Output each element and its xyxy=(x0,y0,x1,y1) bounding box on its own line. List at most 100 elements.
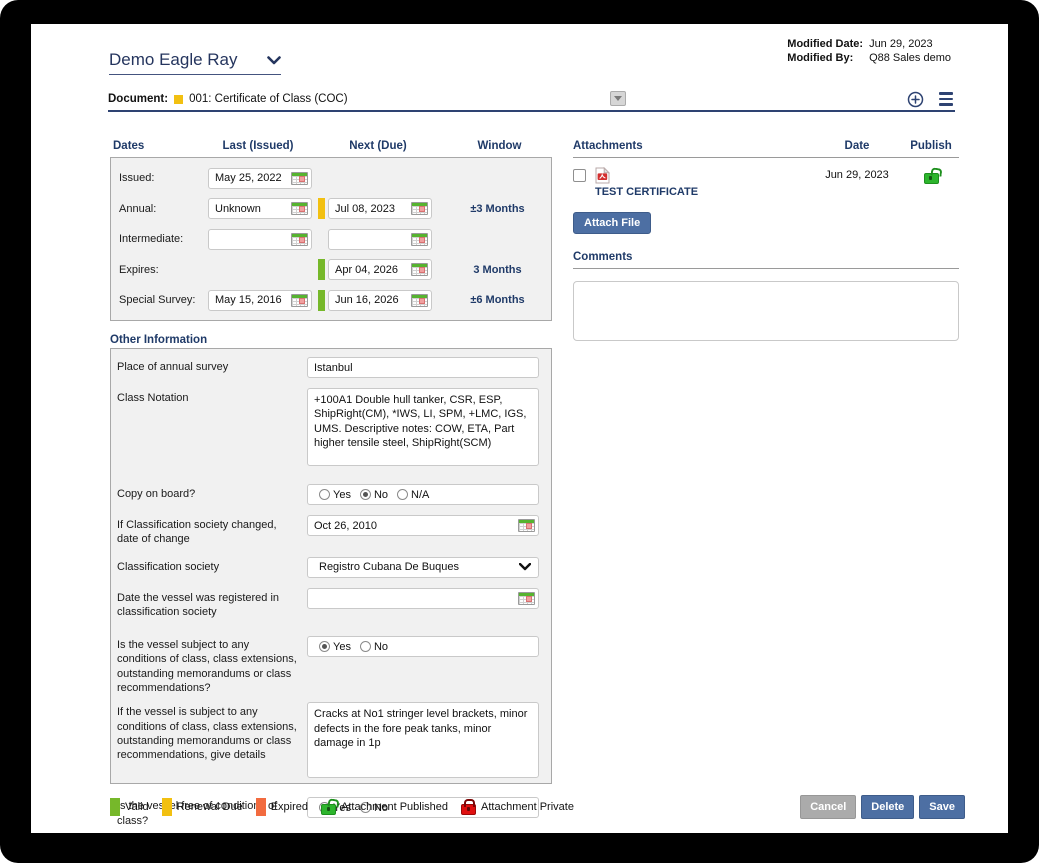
radio-icon[interactable] xyxy=(359,802,371,814)
save-button[interactable]: Save xyxy=(919,795,965,819)
attachment-date-header: Date xyxy=(844,140,870,152)
other-information-header: Other Information xyxy=(110,334,208,346)
date-row-intermediate: Intermediate: xyxy=(115,226,547,252)
calendar-icon[interactable] xyxy=(291,293,308,307)
attachment-link[interactable]: TEST CERTIFICATE xyxy=(595,186,699,198)
annual-window: ±3 Months xyxy=(470,202,525,215)
vessel-name: Demo Eagle Ray xyxy=(109,50,238,69)
calendar-icon[interactable] xyxy=(411,293,428,307)
add-document-icon[interactable] xyxy=(907,91,924,108)
attachment-publish-header: Publish xyxy=(910,140,952,152)
pdf-file-icon[interactable] xyxy=(595,166,811,184)
society-change-date-label: If Classification society changed, date … xyxy=(117,519,277,546)
calendar-icon[interactable] xyxy=(411,202,428,215)
special-survey-next-date-field[interactable]: Jun 16, 2026 xyxy=(328,289,432,311)
radio-icon[interactable] xyxy=(319,489,330,500)
subject-option-no[interactable]: No xyxy=(359,641,388,653)
valid-status-icon xyxy=(110,798,120,816)
legend-renewal-due: Renewal Due xyxy=(161,798,243,816)
expired-status-icon xyxy=(255,798,266,816)
dates-section: Issued: May 25, 2022 Annual: Unknown Jul… xyxy=(110,157,552,321)
classification-society-label: Classification society xyxy=(117,560,220,573)
modified-date-label: Modified Date: xyxy=(787,38,864,50)
radio-icon[interactable] xyxy=(359,641,371,653)
attachment-date: Jun 29, 2023 xyxy=(825,169,889,181)
legend-attachment-published: Attachment Published xyxy=(321,800,448,815)
attachment-checkbox[interactable] xyxy=(573,168,586,182)
calendar-icon[interactable] xyxy=(291,232,308,246)
expires-next-date-field[interactable]: Apr 04, 2026 xyxy=(328,259,432,280)
document-bar: Document: 001: Certificate of Class (COC… xyxy=(108,88,955,112)
legend-valid: Valid xyxy=(110,798,149,816)
special-survey-window: ±6 Months xyxy=(470,294,525,306)
calendar-icon[interactable] xyxy=(518,591,535,605)
society-change-date-field[interactable]: Oct 26, 2010 xyxy=(307,515,539,536)
intermediate-last-date-field[interactable] xyxy=(208,228,312,250)
radio-selected-icon[interactable] xyxy=(319,641,330,653)
copy-on-board-radio-group: Yes No N/A xyxy=(307,484,539,505)
subject-option-yes[interactable]: Yes xyxy=(319,641,351,653)
chevron-down-icon xyxy=(267,55,281,65)
document-dropdown-button[interactable] xyxy=(610,91,626,106)
date-row-expires: Expires: Apr 04, 2026 3 Months xyxy=(115,257,547,283)
attachments-panel: Attachments Date Publish Jun 29, 2023 TE… xyxy=(573,140,959,346)
copy-on-board-option-na[interactable]: N/A xyxy=(397,489,429,501)
delete-button[interactable]: Delete xyxy=(861,795,915,819)
attachments-header-row: Attachments Date Publish xyxy=(573,140,959,152)
copy-on-board-option-no[interactable]: No xyxy=(359,489,388,501)
next-due-header: Next (Due) xyxy=(349,140,407,152)
calendar-icon[interactable] xyxy=(291,202,308,215)
other-information-section: Place of annual survey Class Notation +1… xyxy=(110,348,552,827)
renewal-due-status-icon xyxy=(161,798,172,816)
legend-attachment-private: Attachment Private xyxy=(461,798,574,815)
lock-closed-icon xyxy=(461,798,477,815)
cancel-button[interactable]: Cancel xyxy=(800,795,857,819)
document-title: 001: Certificate of Class (COC) xyxy=(189,93,348,105)
calendar-icon[interactable] xyxy=(291,171,308,185)
copy-on-board-label: Copy on board? xyxy=(117,488,196,500)
calendar-icon[interactable] xyxy=(518,519,535,532)
lock-open-icon[interactable] xyxy=(923,173,939,184)
divider xyxy=(573,268,959,269)
radio-icon[interactable] xyxy=(397,489,409,500)
class-notation-textarea[interactable]: +100A1 Double hull tanker, CSR, ESP, Shi… xyxy=(307,388,539,466)
modified-by-label: Modified By: xyxy=(787,52,854,64)
menu-icon[interactable] xyxy=(939,92,953,106)
classification-society-select[interactable]: Registro Cubana De Buques xyxy=(307,556,539,578)
intermediate-next-date-field[interactable] xyxy=(328,228,432,250)
attachments-header: Attachments xyxy=(573,140,643,152)
comments-textarea[interactable] xyxy=(573,281,959,341)
footer-actions: Cancel Delete Save xyxy=(800,795,965,819)
radio-selected-icon[interactable] xyxy=(359,489,371,500)
vessel-selector[interactable]: Demo Eagle Ray xyxy=(109,50,281,75)
annual-last-date-field[interactable]: Unknown xyxy=(208,198,312,219)
modified-by-value: Q88 Sales demo xyxy=(869,52,951,64)
conditions-details-label: If the vessel is subject to any conditio… xyxy=(117,706,297,762)
conditions-details-textarea[interactable]: Cracks at No1 stringer level brackets, m… xyxy=(307,702,539,779)
copy-on-board-option-yes[interactable]: Yes xyxy=(319,489,351,501)
annual-next-date-field[interactable]: Jul 08, 2023 xyxy=(328,198,432,219)
calendar-icon[interactable] xyxy=(411,263,428,276)
valid-status-bar xyxy=(317,289,325,311)
last-issued-header: Last (Issued) xyxy=(222,140,294,152)
dates-column-headers: Dates Last (Issued) Next (Due) Window xyxy=(108,140,554,152)
attachment-row: Jun 29, 2023 xyxy=(573,166,959,184)
renewal-due-status-bar xyxy=(317,198,325,219)
free-option-no[interactable]: No xyxy=(359,802,388,814)
status-legend: Valid Renewal Due Expired Attachment Pub… xyxy=(110,798,574,816)
issued-last-date-field[interactable]: May 25, 2022 xyxy=(208,167,312,189)
subject-to-conditions-label: Is the vessel subject to any conditions … xyxy=(117,639,297,695)
renewal-due-status-icon xyxy=(174,94,184,104)
registered-date-field[interactable] xyxy=(307,587,539,609)
attach-file-button[interactable]: Attach File xyxy=(573,212,652,234)
dates-header: Dates xyxy=(113,140,145,152)
valid-status-bar xyxy=(317,259,325,280)
date-row-special-survey: Special Survey: May 15, 2016 Jun 16, 202… xyxy=(115,287,547,313)
calendar-icon[interactable] xyxy=(411,232,428,246)
place-of-annual-survey-input[interactable] xyxy=(307,357,539,378)
comments-header: Comments xyxy=(573,251,633,263)
special-survey-last-date-field[interactable]: May 15, 2016 xyxy=(208,289,312,311)
free-of-conditions-label: Is the vessel free of conditions of clas… xyxy=(117,800,278,827)
subject-to-conditions-radio-group: Yes No xyxy=(307,636,539,658)
date-row-annual: Annual: Unknown Jul 08, 2023 ±3 Months xyxy=(115,196,547,222)
